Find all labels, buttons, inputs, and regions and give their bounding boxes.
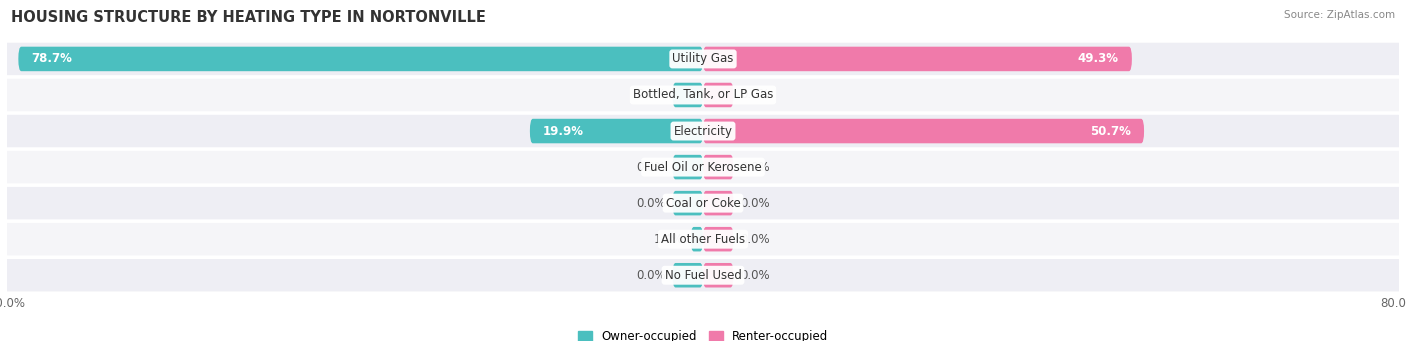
Text: 1.4%: 1.4% [654, 233, 683, 246]
Text: 0.0%: 0.0% [636, 197, 665, 210]
FancyBboxPatch shape [7, 259, 1399, 292]
Text: Coal or Coke: Coal or Coke [665, 197, 741, 210]
Text: 19.9%: 19.9% [543, 124, 583, 137]
Text: All other Fuels: All other Fuels [661, 233, 745, 246]
FancyBboxPatch shape [672, 191, 703, 216]
Text: 0.0%: 0.0% [741, 197, 770, 210]
FancyBboxPatch shape [672, 83, 703, 107]
Text: Bottled, Tank, or LP Gas: Bottled, Tank, or LP Gas [633, 89, 773, 102]
FancyBboxPatch shape [672, 263, 703, 287]
FancyBboxPatch shape [703, 83, 734, 107]
FancyBboxPatch shape [703, 155, 734, 179]
Text: 49.3%: 49.3% [1078, 53, 1119, 65]
Text: Source: ZipAtlas.com: Source: ZipAtlas.com [1284, 10, 1395, 20]
Legend: Owner-occupied, Renter-occupied: Owner-occupied, Renter-occupied [578, 330, 828, 341]
FancyBboxPatch shape [530, 119, 703, 143]
Text: 50.7%: 50.7% [1090, 124, 1130, 137]
Text: 0.0%: 0.0% [636, 269, 665, 282]
FancyBboxPatch shape [7, 187, 1399, 219]
FancyBboxPatch shape [703, 227, 734, 251]
FancyBboxPatch shape [18, 47, 703, 71]
Text: 0.0%: 0.0% [636, 89, 665, 102]
Text: Electricity: Electricity [673, 124, 733, 137]
FancyBboxPatch shape [703, 191, 734, 216]
Text: 0.0%: 0.0% [636, 161, 665, 174]
FancyBboxPatch shape [690, 227, 703, 251]
Text: 0.0%: 0.0% [741, 269, 770, 282]
FancyBboxPatch shape [703, 263, 734, 287]
FancyBboxPatch shape [672, 155, 703, 179]
Text: Utility Gas: Utility Gas [672, 53, 734, 65]
FancyBboxPatch shape [7, 79, 1399, 111]
Text: 0.0%: 0.0% [741, 161, 770, 174]
Text: 0.0%: 0.0% [741, 233, 770, 246]
Text: Fuel Oil or Kerosene: Fuel Oil or Kerosene [644, 161, 762, 174]
Text: 0.0%: 0.0% [741, 89, 770, 102]
Text: No Fuel Used: No Fuel Used [665, 269, 741, 282]
FancyBboxPatch shape [7, 115, 1399, 147]
Text: HOUSING STRUCTURE BY HEATING TYPE IN NORTONVILLE: HOUSING STRUCTURE BY HEATING TYPE IN NOR… [11, 10, 486, 25]
Text: 78.7%: 78.7% [31, 53, 72, 65]
FancyBboxPatch shape [703, 119, 1144, 143]
FancyBboxPatch shape [7, 223, 1399, 255]
FancyBboxPatch shape [703, 47, 1132, 71]
FancyBboxPatch shape [7, 43, 1399, 75]
FancyBboxPatch shape [7, 151, 1399, 183]
